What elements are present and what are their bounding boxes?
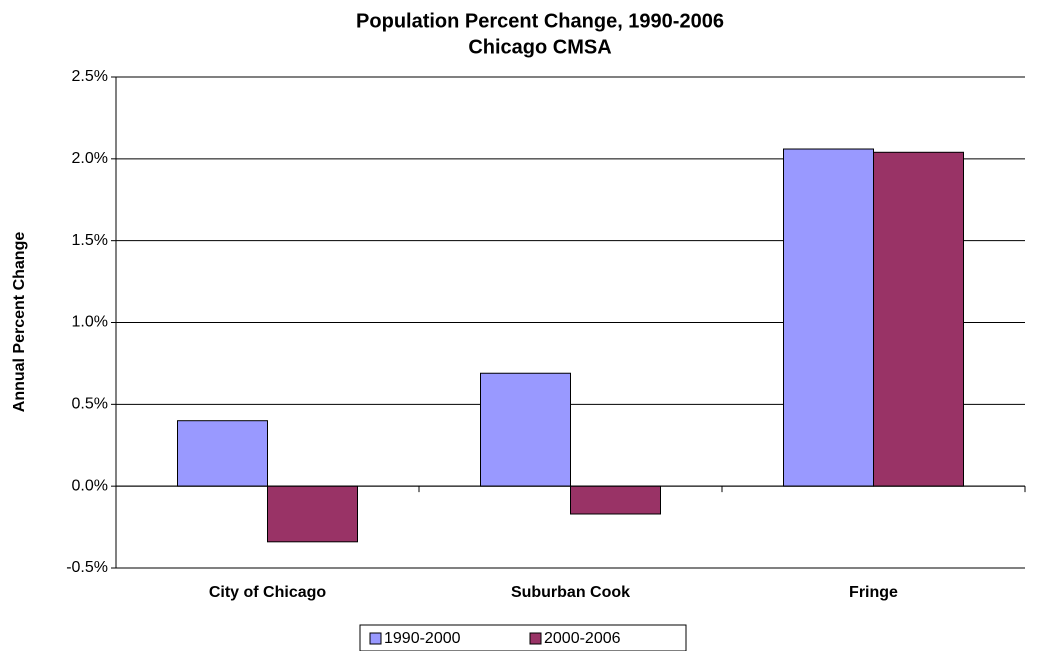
bar — [570, 485, 661, 515]
bar — [783, 148, 874, 487]
bar — [873, 151, 964, 487]
chart-subtitle: Chicago CMSA — [468, 36, 611, 58]
legend-swatch — [529, 632, 542, 645]
bar — [267, 485, 358, 543]
y-tick-label: 0.0% — [72, 477, 108, 494]
y-tick-label: 2.5% — [72, 68, 108, 85]
chart-title: Population Percent Change, 1990-2006 — [356, 10, 724, 32]
y-axis-label: Annual Percent Change — [11, 232, 28, 413]
y-tick-label: 1.5% — [72, 232, 108, 249]
legend-label: 1990-2000 — [384, 630, 461, 647]
x-tick-label: Suburban Cook — [511, 584, 630, 601]
y-tick-label: -0.5% — [66, 559, 108, 576]
bar — [177, 420, 268, 487]
legend-box — [359, 624, 687, 651]
x-tick-label: City of Chicago — [209, 584, 327, 601]
x-tick-label: Fringe — [849, 584, 898, 601]
y-tick-label: 2.0% — [72, 150, 108, 167]
y-tick-label: 0.5% — [72, 396, 108, 413]
legend-label: 2000-2006 — [544, 630, 621, 647]
y-tick-label: 1.0% — [72, 314, 108, 331]
bar — [480, 372, 571, 487]
legend-swatch — [369, 632, 382, 645]
